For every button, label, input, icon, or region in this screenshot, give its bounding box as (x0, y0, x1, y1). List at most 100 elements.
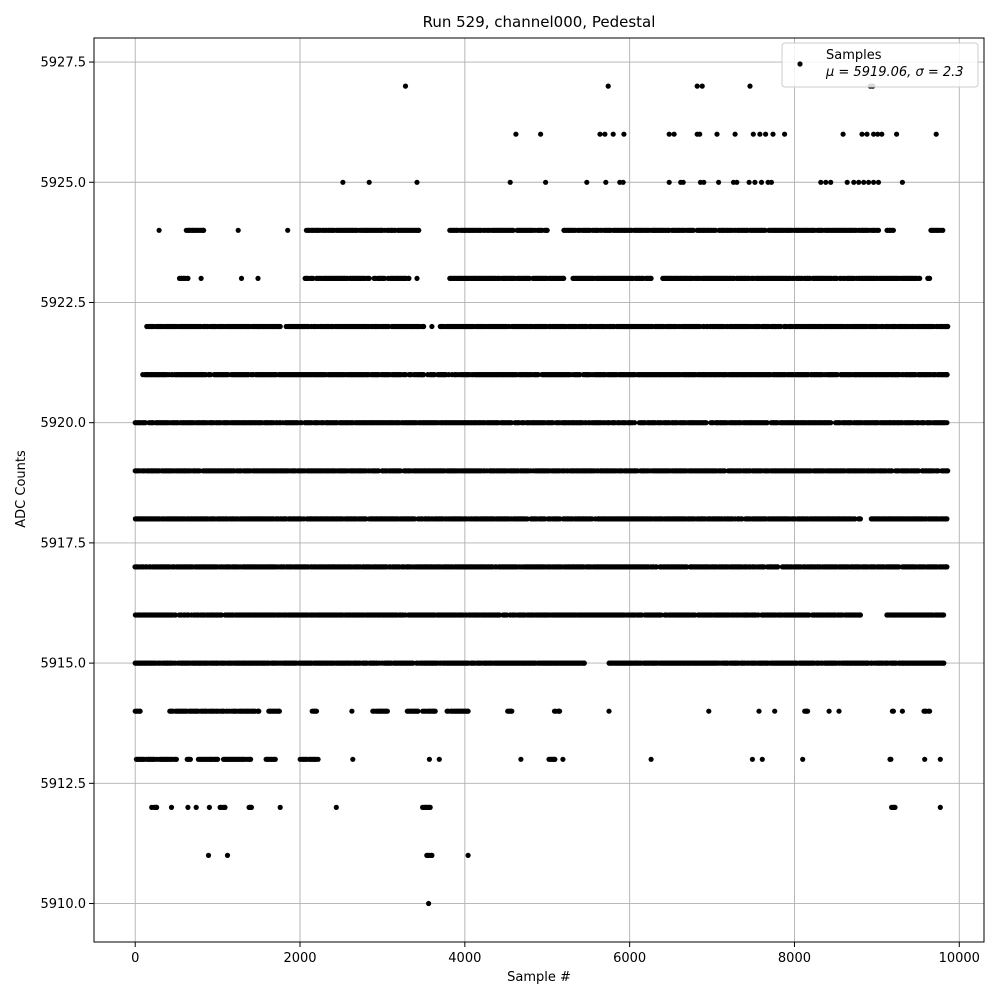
data-point (697, 131, 703, 137)
data-point (933, 131, 939, 137)
data-point (621, 131, 627, 137)
grid-layer (94, 38, 984, 942)
data-point (510, 227, 516, 233)
data-point (828, 420, 834, 426)
data-points-layer (132, 83, 951, 907)
data-point (823, 179, 829, 185)
data-point (859, 131, 865, 137)
data-point (610, 131, 616, 137)
data-point (414, 275, 420, 281)
data-point (768, 179, 775, 185)
data-point (894, 131, 900, 137)
data-point (758, 179, 765, 185)
data-point (944, 372, 950, 378)
data-point (366, 179, 372, 185)
data-point (666, 179, 672, 185)
data-point (198, 275, 204, 281)
data-point (944, 420, 950, 426)
data-point (851, 179, 857, 185)
data-point (648, 275, 654, 281)
data-point (871, 179, 877, 185)
data-point (620, 179, 626, 185)
data-point (944, 564, 950, 570)
data-point (429, 323, 435, 330)
data-point (694, 83, 700, 89)
data-point (861, 179, 867, 185)
data-point (690, 227, 697, 233)
data-point (875, 179, 882, 185)
data-point (421, 323, 427, 330)
data-point (416, 227, 422, 233)
data-point (840, 131, 846, 137)
data-point (285, 227, 291, 233)
data-point (866, 179, 872, 185)
data-point (543, 179, 549, 185)
data-point (945, 468, 951, 474)
data-point (255, 275, 261, 281)
data-point (879, 131, 885, 137)
data-point (775, 564, 781, 570)
data-point (875, 227, 882, 233)
data-point (507, 179, 513, 185)
data-point (584, 179, 590, 185)
data-point (406, 275, 412, 281)
data-point (340, 179, 346, 185)
data-point (703, 420, 709, 426)
data-point (602, 131, 608, 137)
data-point (917, 275, 923, 281)
data-point (544, 227, 550, 233)
data-point (875, 131, 881, 137)
data-point (818, 179, 824, 185)
data-point (856, 179, 862, 185)
data-point (746, 179, 752, 185)
data-point (871, 131, 877, 137)
data-point (277, 323, 283, 330)
data-point (577, 372, 583, 378)
data-point (156, 227, 162, 233)
data-point (605, 83, 611, 89)
data-point (944, 516, 950, 522)
data-point (828, 179, 834, 185)
x-axis-title: Sample # (507, 970, 571, 985)
data-point (513, 131, 519, 137)
data-point (945, 323, 951, 330)
data-point (927, 275, 933, 281)
data-point (782, 131, 788, 137)
data-point (597, 131, 603, 137)
data-point (763, 131, 769, 137)
data-point (757, 131, 763, 137)
data-point (185, 275, 191, 281)
data-point (421, 372, 427, 378)
data-point (714, 131, 720, 137)
data-point (366, 275, 372, 281)
data-point (732, 131, 738, 137)
data-point (844, 179, 850, 185)
data-point (890, 227, 897, 233)
data-point (716, 179, 722, 185)
data-point (402, 83, 409, 89)
data-point (864, 131, 870, 137)
data-point (666, 131, 672, 137)
data-point (561, 275, 567, 281)
data-point (940, 227, 946, 233)
data-point (603, 179, 609, 185)
data-point (899, 179, 906, 185)
data-point (671, 131, 677, 137)
data-point (752, 179, 758, 185)
data-point (680, 179, 686, 185)
data-point (699, 83, 705, 89)
data-point (734, 179, 740, 185)
y-axis-title: ADC Counts (14, 450, 29, 528)
data-point (538, 131, 544, 137)
data-point (770, 131, 776, 137)
data-point (747, 83, 753, 89)
data-point (238, 275, 245, 281)
chart-title: Run 529, channel000, Pedestal (423, 13, 656, 31)
data-point (414, 179, 420, 185)
data-point (857, 516, 864, 522)
data-point (201, 227, 207, 233)
data-point (632, 420, 638, 426)
data-point (235, 227, 241, 233)
